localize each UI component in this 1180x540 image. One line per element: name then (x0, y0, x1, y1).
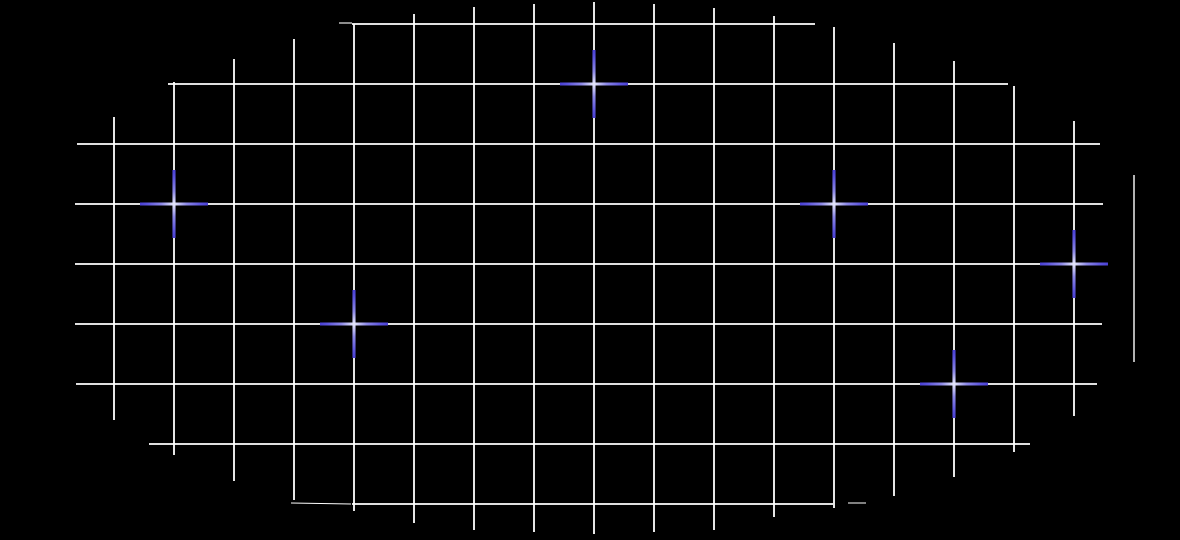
source-marker-cross (800, 170, 868, 238)
bottom-row-left-dash (290, 502, 352, 505)
source-marker-cross (1040, 230, 1108, 298)
source-marker-cross (920, 350, 988, 418)
source-marker-cross (140, 170, 208, 238)
source-marker-cross (560, 50, 628, 118)
source-marker-cross (320, 290, 388, 358)
